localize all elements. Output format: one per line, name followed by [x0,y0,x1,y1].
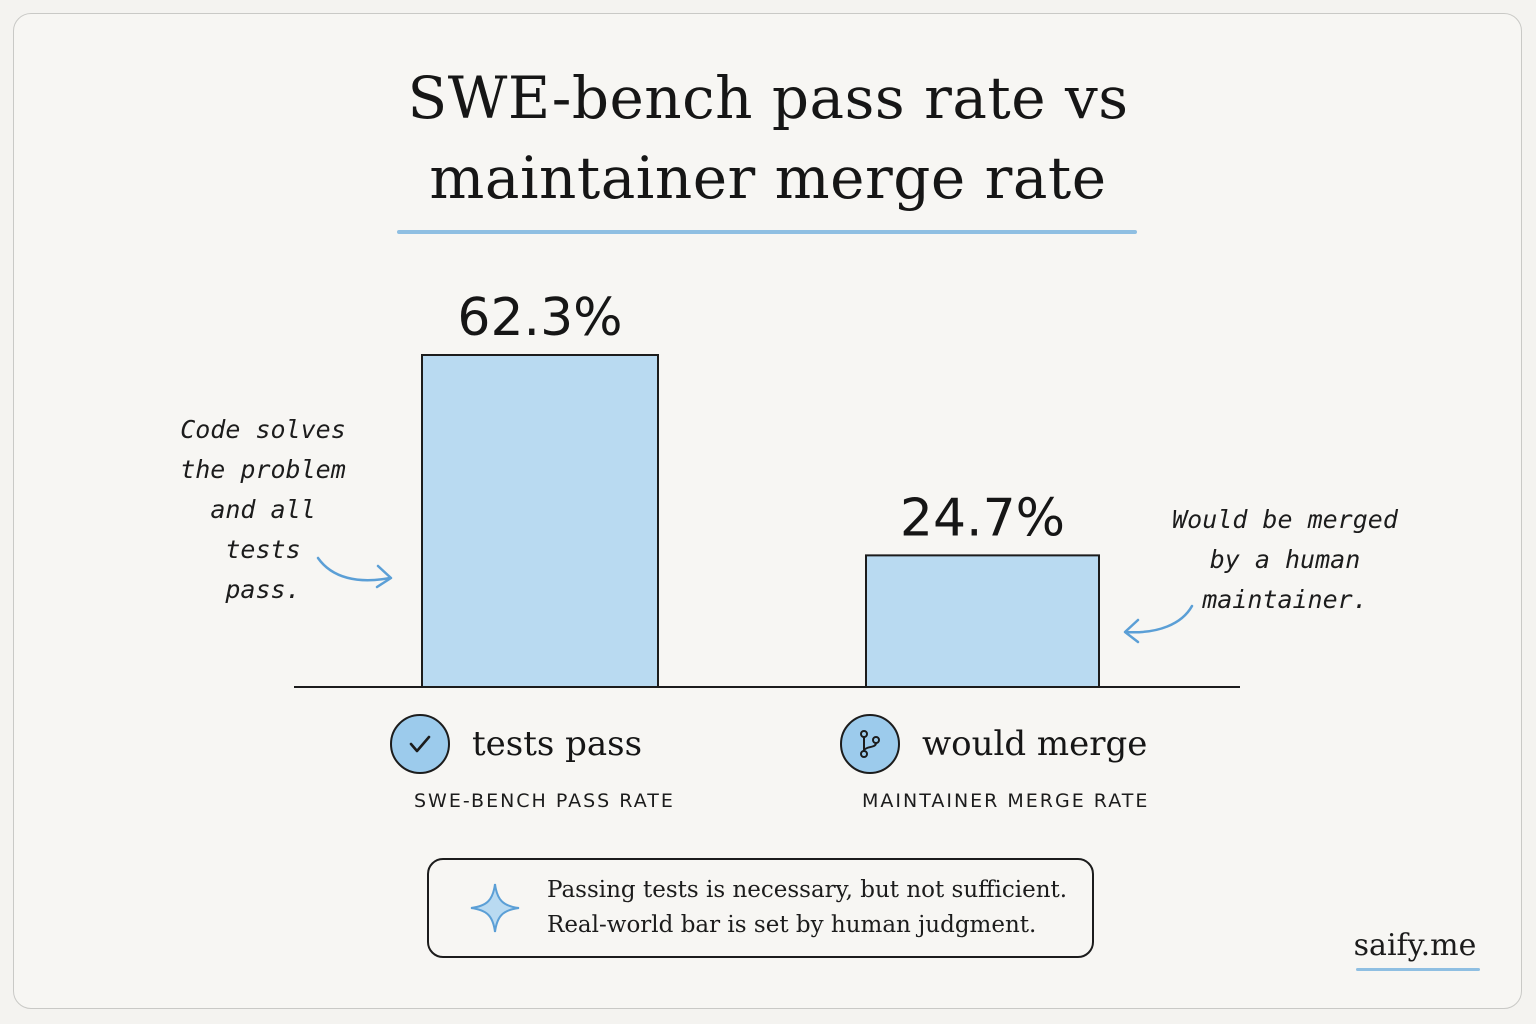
brand-underline [1356,968,1480,971]
annotation-would-merge: Would be merged by a human maintainer. [1160,500,1410,620]
arrow-left-icon [1123,604,1194,644]
annotation-line: Would be merged [1172,505,1398,534]
takeaway-note: Passing tests is necessary, but not suff… [427,858,1094,958]
category-subtitle: SWE-BENCH PASS RATE [414,790,675,812]
annotation-tests-pass: Code solves the problem and all tests pa… [168,410,358,610]
note-line: Passing tests is necessary, but not suff… [547,877,1068,903]
brand-link[interactable]: saify.me [1353,928,1477,963]
category-tests-pass: tests pass [390,714,642,774]
annotation-line: maintainer. [1202,585,1368,614]
chart-card [13,13,1522,1009]
git-branch-icon [840,714,900,774]
annotation-line: Code solves [180,415,346,444]
data-label-1: 62.3% [457,288,622,348]
note-line: Real-world bar is set by human judgment. [547,912,1037,938]
category-label: tests pass [472,724,643,764]
arrow-right-icon [316,556,393,589]
check-circle-icon [390,714,450,774]
category-label: would merge [922,724,1148,764]
data-label-2: 24.7% [900,488,1065,548]
chart-title-line-2: maintainer merge rate [429,144,1107,212]
sparkle-icon [465,880,525,936]
annotation-line: the problem [180,455,346,484]
bar-1 [421,354,659,688]
bar-2 [865,554,1100,688]
annotation-line: by a human [1209,545,1361,574]
category-subtitle: MAINTAINER MERGE RATE [862,790,1150,812]
annotation-line: and all tests [210,495,316,564]
chart-title: SWE-bench pass rate vs maintainer merge … [0,58,1536,218]
annotation-line: pass. [225,575,301,604]
note-text: Passing tests is necessary, but not suff… [547,873,1067,943]
chart-title-line-1: SWE-bench pass rate vs [407,64,1129,132]
title-underline [397,230,1137,234]
category-would-merge: would merge [840,714,1147,774]
